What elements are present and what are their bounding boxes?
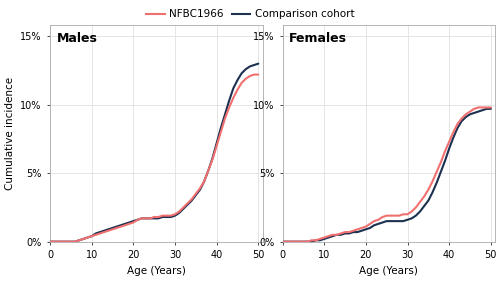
Text: Males: Males: [56, 32, 97, 45]
X-axis label: Age (Years): Age (Years): [127, 266, 186, 276]
Text: Females: Females: [289, 32, 347, 45]
X-axis label: Age (Years): Age (Years): [360, 266, 418, 276]
Y-axis label: Cumulative incidence: Cumulative incidence: [4, 77, 15, 190]
Legend: NFBC1966, Comparison cohort: NFBC1966, Comparison cohort: [142, 5, 358, 24]
